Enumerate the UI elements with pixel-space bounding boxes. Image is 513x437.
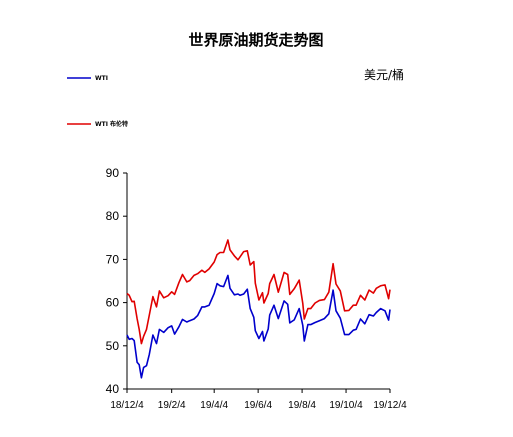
y-tick-label: 40 bbox=[106, 382, 120, 396]
x-tick-label: 19/8/4 bbox=[288, 400, 316, 411]
wti-series-line bbox=[126, 274, 391, 379]
y-tick-label: 90 bbox=[106, 166, 120, 180]
unit-label: 美元/桶 bbox=[364, 67, 404, 82]
axes: 40 50 60 70 80 90 18/12/4 19/2/4 19/4/4 19/6/4 19/… bbox=[106, 166, 407, 411]
x-tick-label: 18/12/4 bbox=[110, 400, 144, 411]
x-tick-label: 19/10/4 bbox=[329, 400, 363, 411]
x-tick-label: 19/4/4 bbox=[200, 400, 228, 411]
y-tick-label: 60 bbox=[106, 296, 120, 310]
y-tick-label: 50 bbox=[106, 339, 120, 353]
brent-series-line bbox=[126, 239, 391, 345]
legend: WTI WTI 布伦特 bbox=[67, 75, 128, 128]
legend-label-brent: WTI 布伦特 bbox=[95, 120, 128, 128]
y-tick-label: 70 bbox=[106, 252, 120, 266]
x-tick-label: 19/2/4 bbox=[158, 400, 186, 411]
x-tick-label: 19/6/4 bbox=[244, 400, 272, 411]
chart-title: 世界原油期货走势图 bbox=[188, 31, 323, 49]
x-tick-label: 19/12/4 bbox=[373, 400, 407, 411]
legend-label-wti: WTI bbox=[95, 75, 108, 82]
y-tick-label: 80 bbox=[106, 209, 120, 223]
series-layer bbox=[126, 239, 391, 379]
